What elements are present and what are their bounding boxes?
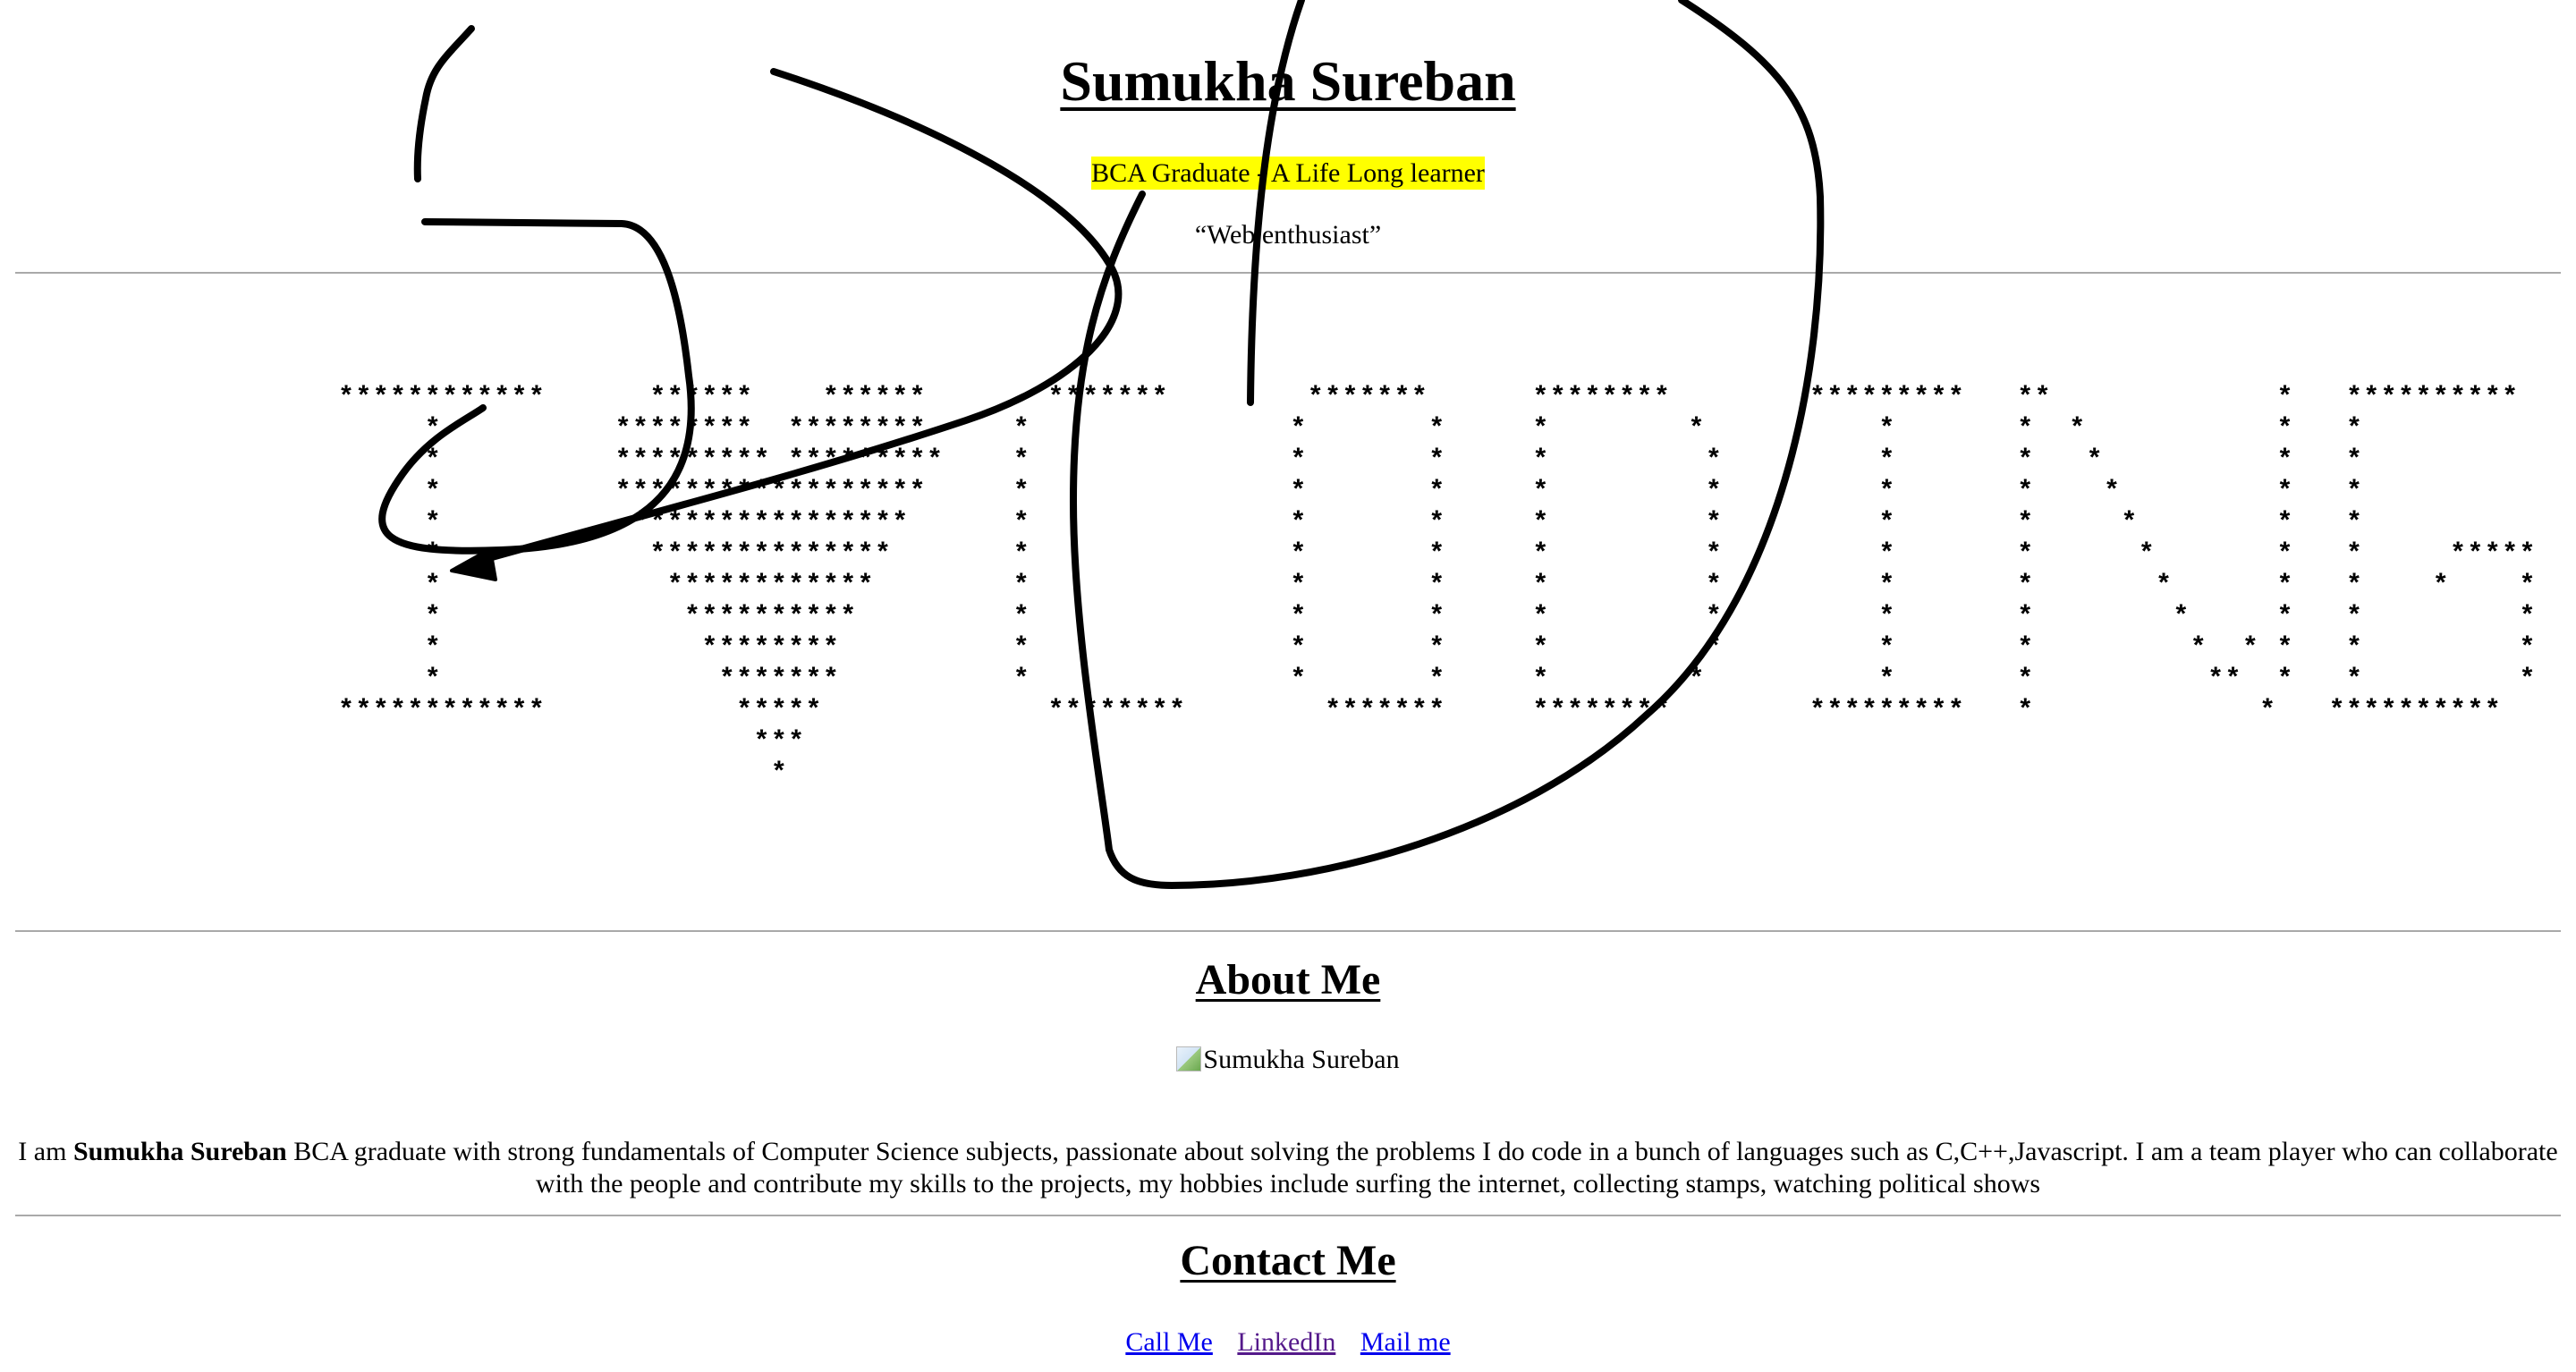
about-heading: About Me xyxy=(1195,956,1381,1004)
contact-heading: Contact Me xyxy=(1180,1237,1396,1284)
ascii-i-love-coding-banner: ************ ****** ****** ******* *****… xyxy=(338,383,2537,789)
linkedin-link[interactable]: LinkedIn xyxy=(1237,1327,1336,1357)
divider-top xyxy=(15,272,2561,274)
subtitle-line: BCA Graduate - A Life Long learner xyxy=(0,156,2576,191)
page-title: Sumukha Sureban xyxy=(1060,49,1516,113)
profile-photo: Sumukha Sureban xyxy=(0,1045,2576,1075)
tagline-quote: “Web enthusiast” xyxy=(1194,220,1382,250)
mail-me-link[interactable]: Mail me xyxy=(1360,1327,1451,1357)
profile-photo-alt: Sumukha Sureban xyxy=(1203,1045,1400,1074)
call-me-link[interactable]: Call Me xyxy=(1125,1327,1213,1357)
bio-text: BCA graduate with strong fundamentals of… xyxy=(286,1137,2558,1198)
contact-links: Call Me LinkedIn Mail me xyxy=(0,1327,2576,1358)
bio-intro: I am xyxy=(18,1137,73,1166)
bio-name: Sumukha Sureban xyxy=(72,1137,287,1166)
divider-middle xyxy=(15,930,2561,932)
divider-bottom xyxy=(15,1215,2561,1216)
subtitle-highlight: BCA Graduate - A Life Long learner xyxy=(1091,157,1485,190)
about-bio: I am Sumukha Sureban BCA graduate with s… xyxy=(18,1136,2558,1200)
broken-image-icon xyxy=(1176,1046,1202,1071)
